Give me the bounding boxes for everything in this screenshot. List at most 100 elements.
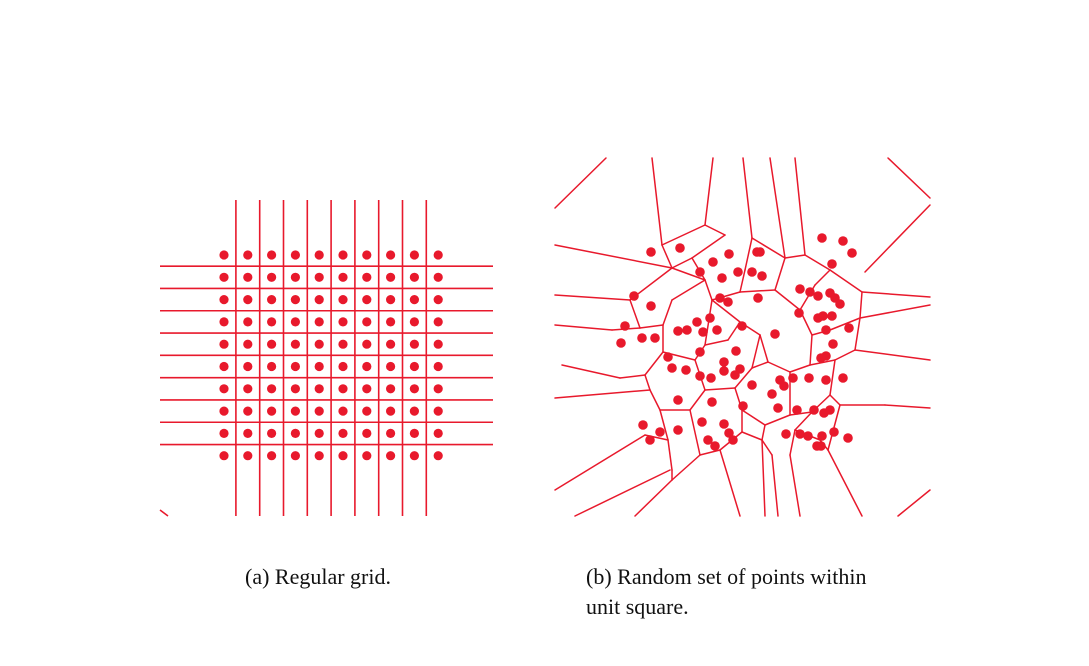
grid-point <box>362 250 372 260</box>
grid-point <box>314 250 324 260</box>
voronoi-edge <box>829 317 861 331</box>
voronoi-edge <box>767 361 791 373</box>
voronoi-edge <box>784 254 806 259</box>
voronoi-edge <box>774 289 801 311</box>
random-point <box>779 381 789 391</box>
voronoi-edge <box>689 409 701 456</box>
grid-point <box>409 361 419 372</box>
voronoi-edge <box>814 269 831 286</box>
grid-point <box>386 339 396 349</box>
random-point <box>646 247 656 257</box>
voronoi-edge <box>704 224 726 236</box>
random-point <box>719 419 729 429</box>
voronoi-edge <box>662 299 673 326</box>
random-point <box>847 248 857 258</box>
grid-point <box>243 451 253 461</box>
random-point <box>682 325 692 335</box>
random-point <box>730 370 740 380</box>
grid-point <box>409 317 419 327</box>
grid-point <box>267 295 277 305</box>
grid-point <box>219 451 229 461</box>
grid-point <box>290 339 300 349</box>
voronoi-edge <box>829 269 863 293</box>
grid-point <box>409 295 419 305</box>
caption-random-points: (b) Random set of points within unit squ… <box>586 562 866 622</box>
grid-point <box>243 317 253 327</box>
random-point <box>710 441 720 451</box>
grid-point <box>243 428 253 438</box>
grid-point <box>243 361 253 372</box>
grid-point <box>290 295 300 305</box>
voronoi-edge <box>667 439 673 471</box>
grid-point <box>267 406 277 416</box>
random-point <box>818 311 828 321</box>
voronoi-edge <box>761 424 766 441</box>
voronoi-edge <box>659 409 669 441</box>
voronoi-edge <box>554 157 607 209</box>
voronoi-edge <box>554 389 651 399</box>
voronoi-edge <box>671 279 706 301</box>
grid-point <box>267 428 277 438</box>
random-point <box>755 247 765 257</box>
voronoi-edge <box>769 157 786 259</box>
random-point <box>692 317 702 327</box>
random-point <box>650 333 660 343</box>
voronoi-edge <box>704 279 713 301</box>
random-point <box>813 291 823 301</box>
grid-point <box>409 451 419 461</box>
random-point <box>773 403 783 413</box>
random-point <box>715 293 725 303</box>
random-voronoi-panel <box>554 157 931 517</box>
grid-point <box>338 250 348 260</box>
grid-point <box>338 272 348 282</box>
grid-point <box>409 428 419 438</box>
voronoi-edge <box>789 411 813 416</box>
grid-point <box>338 339 348 349</box>
random-point <box>698 327 708 337</box>
grid-point <box>290 451 300 461</box>
caption-random-points-line1: (b) Random set of points within <box>586 564 867 589</box>
random-point <box>717 273 727 283</box>
random-point <box>781 429 791 439</box>
caption-regular-grid: (a) Regular grid. <box>245 564 391 589</box>
voronoi-edge <box>861 291 931 298</box>
grid-point <box>314 428 324 438</box>
grid-point <box>386 361 396 372</box>
grid-point <box>219 250 229 260</box>
random-point <box>733 267 743 277</box>
grid-point <box>314 317 324 327</box>
grid-point <box>267 361 277 372</box>
random-point <box>795 429 805 439</box>
grid-point <box>409 250 419 260</box>
grid-point <box>433 428 443 438</box>
grid-point <box>267 339 277 349</box>
grid-point <box>314 361 324 372</box>
random-point <box>663 352 673 362</box>
grid-point <box>433 250 443 260</box>
voronoi-edge <box>741 431 763 441</box>
random-point <box>645 435 655 445</box>
grid-edge-fragment <box>159 509 169 517</box>
voronoi-edge <box>887 157 931 199</box>
grid-point <box>290 250 300 260</box>
grid-point <box>338 317 348 327</box>
grid-point <box>267 451 277 461</box>
voronoi-edge <box>761 439 766 517</box>
voronoi-edge <box>859 291 863 319</box>
grid-point <box>219 339 229 349</box>
voronoi-edge <box>751 361 769 369</box>
grid-point <box>362 428 372 438</box>
random-point <box>719 366 729 376</box>
random-point <box>827 311 837 321</box>
voronoi-edge <box>704 339 729 346</box>
voronoi-edge <box>704 157 714 226</box>
grid-point <box>433 361 443 372</box>
voronoi-edge <box>829 394 841 406</box>
voronoi-edge <box>644 374 651 391</box>
random-point <box>616 338 626 348</box>
voronoi-edge <box>771 454 779 517</box>
random-point <box>838 373 848 383</box>
grid-point <box>409 339 419 349</box>
grid-point <box>362 317 372 327</box>
random-point <box>695 347 705 357</box>
